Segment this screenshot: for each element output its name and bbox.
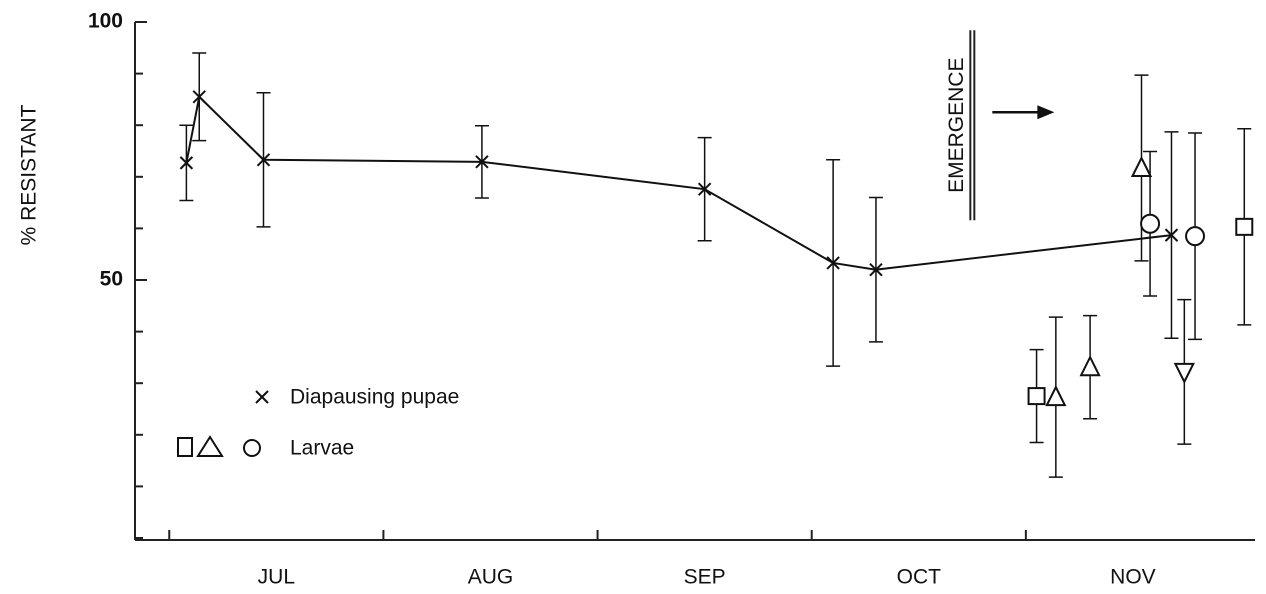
- marker-x: [697, 182, 712, 196]
- y-tick-label: 50: [100, 268, 123, 291]
- legend-marker: [243, 439, 261, 457]
- series-line: [185, 94, 1172, 271]
- annotation: EMERGENCE: [945, 58, 968, 193]
- annotation-arrowhead: [1037, 105, 1055, 120]
- x-tick-label: NOV: [1110, 566, 1156, 589]
- marker-x: [192, 90, 206, 104]
- marker-x: [475, 155, 489, 169]
- marker-x: [826, 256, 840, 270]
- legend-label: Diapausing pupae: [290, 386, 459, 409]
- y-axis-label: % RESISTANT: [18, 104, 41, 245]
- legend-marker: [255, 390, 269, 404]
- marker-x: [256, 153, 271, 167]
- x-tick-label: JUL: [258, 566, 295, 589]
- legend-label: Larvae: [290, 437, 354, 460]
- legend-marker: [177, 437, 193, 457]
- marker-circle: [1185, 226, 1206, 247]
- marker-circle: [1140, 213, 1161, 234]
- marker-x: [179, 156, 194, 170]
- x-tick-label: OCT: [897, 566, 942, 589]
- x-tick-label: AUG: [468, 566, 514, 589]
- marker-triangle: [1079, 354, 1101, 377]
- marker-x: [1164, 228, 1179, 242]
- marker-square: [1027, 387, 1046, 406]
- marker-x: [869, 262, 883, 277]
- marker-triangle: [1130, 155, 1153, 178]
- x-tick-label: SEP: [684, 566, 726, 589]
- marker-triangle: [1045, 384, 1067, 407]
- marker-triangle-down: [1173, 362, 1195, 385]
- y-tick-label: 100: [88, 10, 123, 33]
- marker-square: [1235, 217, 1254, 236]
- legend-marker: [196, 435, 224, 457]
